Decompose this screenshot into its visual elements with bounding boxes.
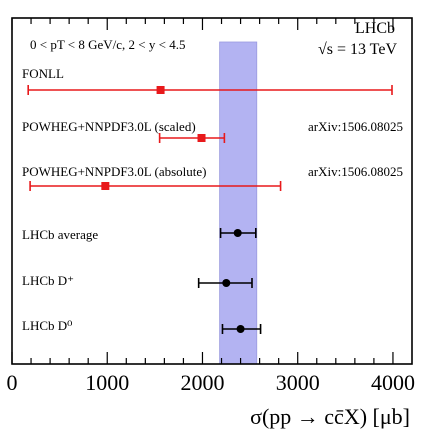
lhcb-average-band [219, 41, 258, 365]
data-point [156, 86, 165, 94]
series-label: FONLL [22, 66, 64, 81]
plot-frame [11, 17, 413, 365]
x-tick-label: 0 [7, 370, 18, 395]
x-tick-label: 2000 [180, 370, 224, 395]
kinematics-label: 0 < pT < 8 GeV/c, 2 < y < 4.5 [30, 37, 185, 52]
series-label: LHCb D⁺ [22, 273, 74, 288]
x-axis-label: σ(pp → cc̄X) [μb] [250, 404, 410, 429]
x-tick-label: 1000 [85, 370, 129, 395]
energy-label: √s = 13 TeV [318, 41, 398, 58]
row-2: POWHEG+NNPDF3.0L (absolute) arXiv:1506.08… [22, 164, 403, 191]
series-label: LHCb average [22, 227, 98, 242]
row-4: LHCb D⁺ [22, 273, 253, 288]
measurement-rows: FONLL POWHEG+NNPDF3.0L (scaled) arXiv:1506… [22, 66, 403, 334]
experiment-label: LHCb [355, 20, 395, 37]
row-0: FONLL [22, 66, 393, 95]
x-tick-label: 4000 [371, 370, 415, 395]
data-point [101, 182, 110, 190]
series-reference: arXiv:1506.08025 [308, 119, 403, 134]
series-label: LHCb D⁰ [22, 318, 72, 333]
series-label: POWHEG+NNPDF3.0L (absolute) [22, 164, 207, 179]
series-reference: arXiv:1506.08025 [308, 164, 403, 179]
data-point [222, 279, 231, 287]
x-axis: 0 1000 2000 3000 4000 [7, 18, 415, 395]
row-3: LHCb average [22, 227, 257, 242]
data-point [197, 134, 206, 142]
series-label: POWHEG+NNPDF3.0L (scaled) [22, 119, 196, 134]
row-5: LHCb D⁰ [22, 318, 262, 334]
row-1: POWHEG+NNPDF3.0L (scaled) arXiv:1506.0802… [22, 119, 403, 143]
x-tick-label: 3000 [276, 370, 320, 395]
data-point [233, 229, 242, 237]
data-point [236, 325, 245, 333]
